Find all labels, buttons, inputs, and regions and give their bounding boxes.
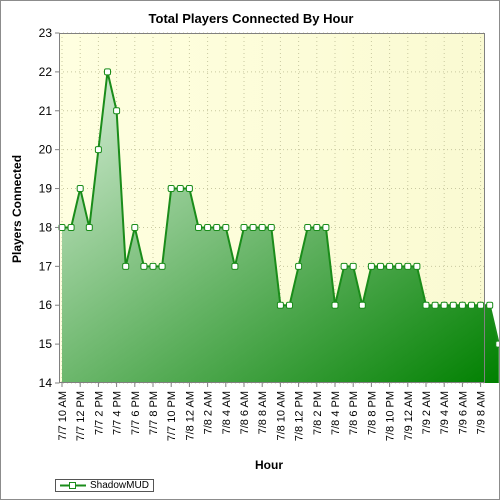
data-point: [131, 223, 139, 231]
data-point: [85, 223, 93, 231]
x-axis-label: Hour: [255, 458, 283, 472]
data-point: [349, 262, 357, 270]
data-point: [404, 262, 412, 270]
data-point: [67, 223, 75, 231]
y-axis-ticks: 14 15 16 17 18 19 20 21 22 23: [39, 26, 59, 390]
data-point: [195, 223, 202, 231]
y-tick-label: 21: [39, 104, 53, 118]
legend: ShadowMUD: [55, 479, 154, 492]
data-point: [440, 301, 448, 309]
y-tick-label: 20: [39, 143, 53, 157]
data-point: [140, 262, 148, 270]
x-tick-label: 7/7 10 AM: [57, 391, 69, 441]
data-point: [304, 223, 312, 231]
x-tick-label: 7/8 12 PM: [294, 391, 306, 441]
data-point: [204, 223, 212, 231]
data-point: [458, 301, 466, 309]
data-point: [213, 223, 221, 231]
x-tick-label: 7/7 6 PM: [130, 391, 142, 435]
data-point: [295, 262, 303, 270]
x-tick-label: 7/8 2 PM: [312, 391, 324, 435]
x-tick-label: 7/8 10 AM: [275, 391, 287, 441]
data-point: [231, 262, 239, 270]
x-axis-ticks: 7/7 10 AM 7/7 12 PM 7/7 2 PM 7/7 4 PM 7/7 6 …: [57, 383, 488, 441]
data-point: [267, 223, 275, 231]
data-point: [185, 185, 193, 193]
data-point: [495, 340, 500, 348]
x-tick-label: 7/7 12 PM: [75, 391, 87, 441]
data-point: [76, 185, 84, 193]
data-point: [167, 185, 175, 193]
x-tick-label: 7/7 2 PM: [93, 391, 105, 435]
data-point: [249, 223, 257, 231]
y-tick-label: 22: [39, 65, 53, 79]
legend-swatch: [60, 482, 86, 489]
x-tick-label: 7/9 6 AM: [457, 391, 469, 434]
data-point: [386, 262, 394, 270]
data-point: [258, 223, 266, 231]
x-tick-label: 7/8 6 PM: [348, 391, 360, 435]
x-tick-label: 7/8 6 AM: [239, 391, 251, 434]
data-point: [176, 185, 184, 193]
data-point: [468, 301, 475, 309]
data-point: [222, 223, 230, 231]
data-point: [313, 223, 321, 231]
data-point: [413, 262, 421, 270]
x-tick-label: 7/9 8 AM: [476, 391, 488, 434]
data-point: [358, 301, 366, 309]
data-point: [395, 262, 403, 270]
x-tick-label: 7/8 8 PM: [366, 391, 378, 435]
data-point: [286, 301, 293, 309]
data-points: [58, 68, 500, 348]
x-tick-label: 7/8 2 AM: [203, 391, 215, 434]
data-point: [113, 107, 121, 115]
data-point: [94, 146, 102, 154]
data-point: [149, 262, 157, 270]
data-point: [340, 262, 348, 270]
x-tick-label: 7/8 4 PM: [330, 391, 342, 435]
data-point: [431, 301, 439, 309]
plot-border: [59, 33, 485, 383]
x-tick-label: 7/8 4 AM: [221, 391, 233, 434]
y-tick-label: 17: [39, 259, 53, 273]
legend-series-name: ShadowMUD: [90, 480, 149, 491]
x-tick-label: 7/8 10 PM: [385, 391, 397, 441]
x-tick-label: 7/7 4 PM: [112, 391, 124, 435]
data-point: [122, 262, 130, 270]
y-tick-label: 15: [39, 337, 53, 351]
x-tick-label: 7/7 10 PM: [166, 391, 178, 441]
data-point: [158, 262, 166, 270]
x-tick-label: 7/7 8 PM: [148, 391, 160, 435]
x-tick-label: 7/9 12 AM: [403, 391, 415, 441]
series-area-fill: [62, 71, 499, 383]
y-tick-label: 18: [39, 220, 53, 234]
y-tick-label: 16: [39, 298, 53, 312]
data-point: [367, 262, 375, 270]
y-axis-label: Players Connected: [10, 155, 24, 263]
y-tick-label: 23: [39, 26, 53, 40]
data-point: [104, 68, 111, 76]
y-tick-label: 14: [39, 376, 53, 390]
data-point: [276, 301, 284, 309]
x-tick-label: 7/9 4 AM: [439, 391, 451, 434]
x-tick-label: 7/9 2 AM: [421, 391, 433, 434]
x-tick-label: 7/8 12 AM: [184, 391, 196, 441]
data-point: [240, 223, 248, 231]
data-point: [477, 301, 485, 309]
data-point: [486, 301, 494, 309]
chart-title: Total Players Connected By Hour: [149, 11, 354, 26]
data-point: [377, 262, 384, 270]
data-point: [331, 301, 339, 309]
y-tick-label: 19: [39, 182, 53, 196]
data-point: [322, 223, 330, 231]
x-tick-label: 7/8 8 AM: [257, 391, 269, 434]
data-point: [422, 301, 430, 309]
data-point: [449, 301, 457, 309]
